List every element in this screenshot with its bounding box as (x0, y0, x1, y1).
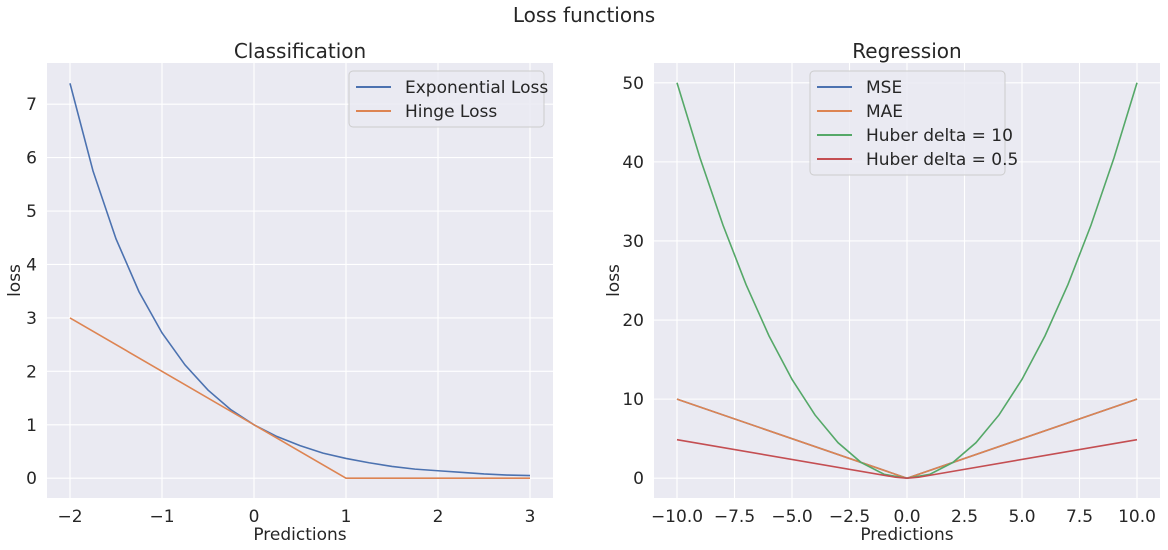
chart-title: Regression (852, 39, 961, 63)
legend-box (809, 70, 1006, 176)
series-line (69, 83, 531, 477)
x-tick-label: −5.0 (771, 507, 812, 527)
y-tick-label: 2 (26, 362, 37, 382)
x-tick-label: 2 (433, 507, 444, 527)
plot-area (47, 63, 553, 498)
y-tick-label: 1 (26, 416, 37, 436)
y-axis-label: loss (5, 264, 25, 297)
x-tick-label: −1 (149, 507, 174, 527)
legend-box (348, 70, 545, 128)
legend-label: Huber delta = 0.5 (866, 150, 1018, 170)
regression-chart: −10.0 −7.5 −5.0 −2.5 0.0 2.5 5.0 7.5 10.0 0 10 20 30… (604, 39, 1160, 545)
legend-label: Exponential Loss (405, 78, 548, 98)
chart-title: Classification (234, 39, 366, 63)
x-tick-label: 1 (341, 507, 352, 527)
y-tick-label: 0 (633, 469, 644, 489)
y-tick-label: 40 (622, 153, 644, 173)
x-tick-label: 7.5 (1066, 507, 1093, 527)
y-tick-label: 6 (26, 149, 37, 169)
legend-label: Hinge Loss (405, 102, 497, 122)
y-tick-label: 50 (622, 74, 644, 94)
x-tick-label: 5.0 (1008, 507, 1035, 527)
x-axis-label: Predictions (860, 525, 953, 545)
legend: Exponential Loss Hinge Loss (348, 70, 548, 128)
series-line (676, 438, 1138, 480)
y-tick-label: 20 (622, 311, 644, 331)
classification-chart: −2 −1 0 1 2 3 0 1 2 3 4 5 6 7 Predictions loss Classific… (5, 39, 553, 545)
y-axis-label: loss (604, 264, 624, 297)
y-tick-label: 10 (622, 390, 644, 410)
x-tick-label: 0.0 (893, 507, 920, 527)
legend-label: MAE (866, 102, 903, 122)
y-tick-label: 3 (26, 309, 37, 329)
y-tick-label: 0 (26, 469, 37, 489)
x-tick-label: −7.5 (714, 507, 755, 527)
legend-label: Huber delta = 10 (866, 126, 1013, 146)
x-tick-label: 2.5 (951, 507, 978, 527)
x-tick-label: 0 (249, 507, 260, 527)
series-line (69, 317, 530, 480)
y-tick-label: 5 (26, 202, 37, 222)
x-tick-label: 3 (525, 507, 536, 527)
y-tick-label: 7 (26, 95, 37, 115)
y-tick-label: 4 (26, 255, 37, 275)
x-tick-label: −10.0 (651, 507, 703, 527)
x-axis-label: Predictions (253, 525, 346, 545)
x-tick-label: −2 (57, 507, 82, 527)
x-tick-label: −2.5 (829, 507, 870, 527)
figure-suptitle: Loss functions (513, 3, 655, 27)
y-tick-label: 30 (622, 232, 644, 252)
x-tick-label: 10.0 (1118, 507, 1156, 527)
legend-label: MSE (866, 78, 902, 98)
legend: MSE MAE Huber delta = 10 Huber delta = 0.5 (809, 70, 1018, 176)
